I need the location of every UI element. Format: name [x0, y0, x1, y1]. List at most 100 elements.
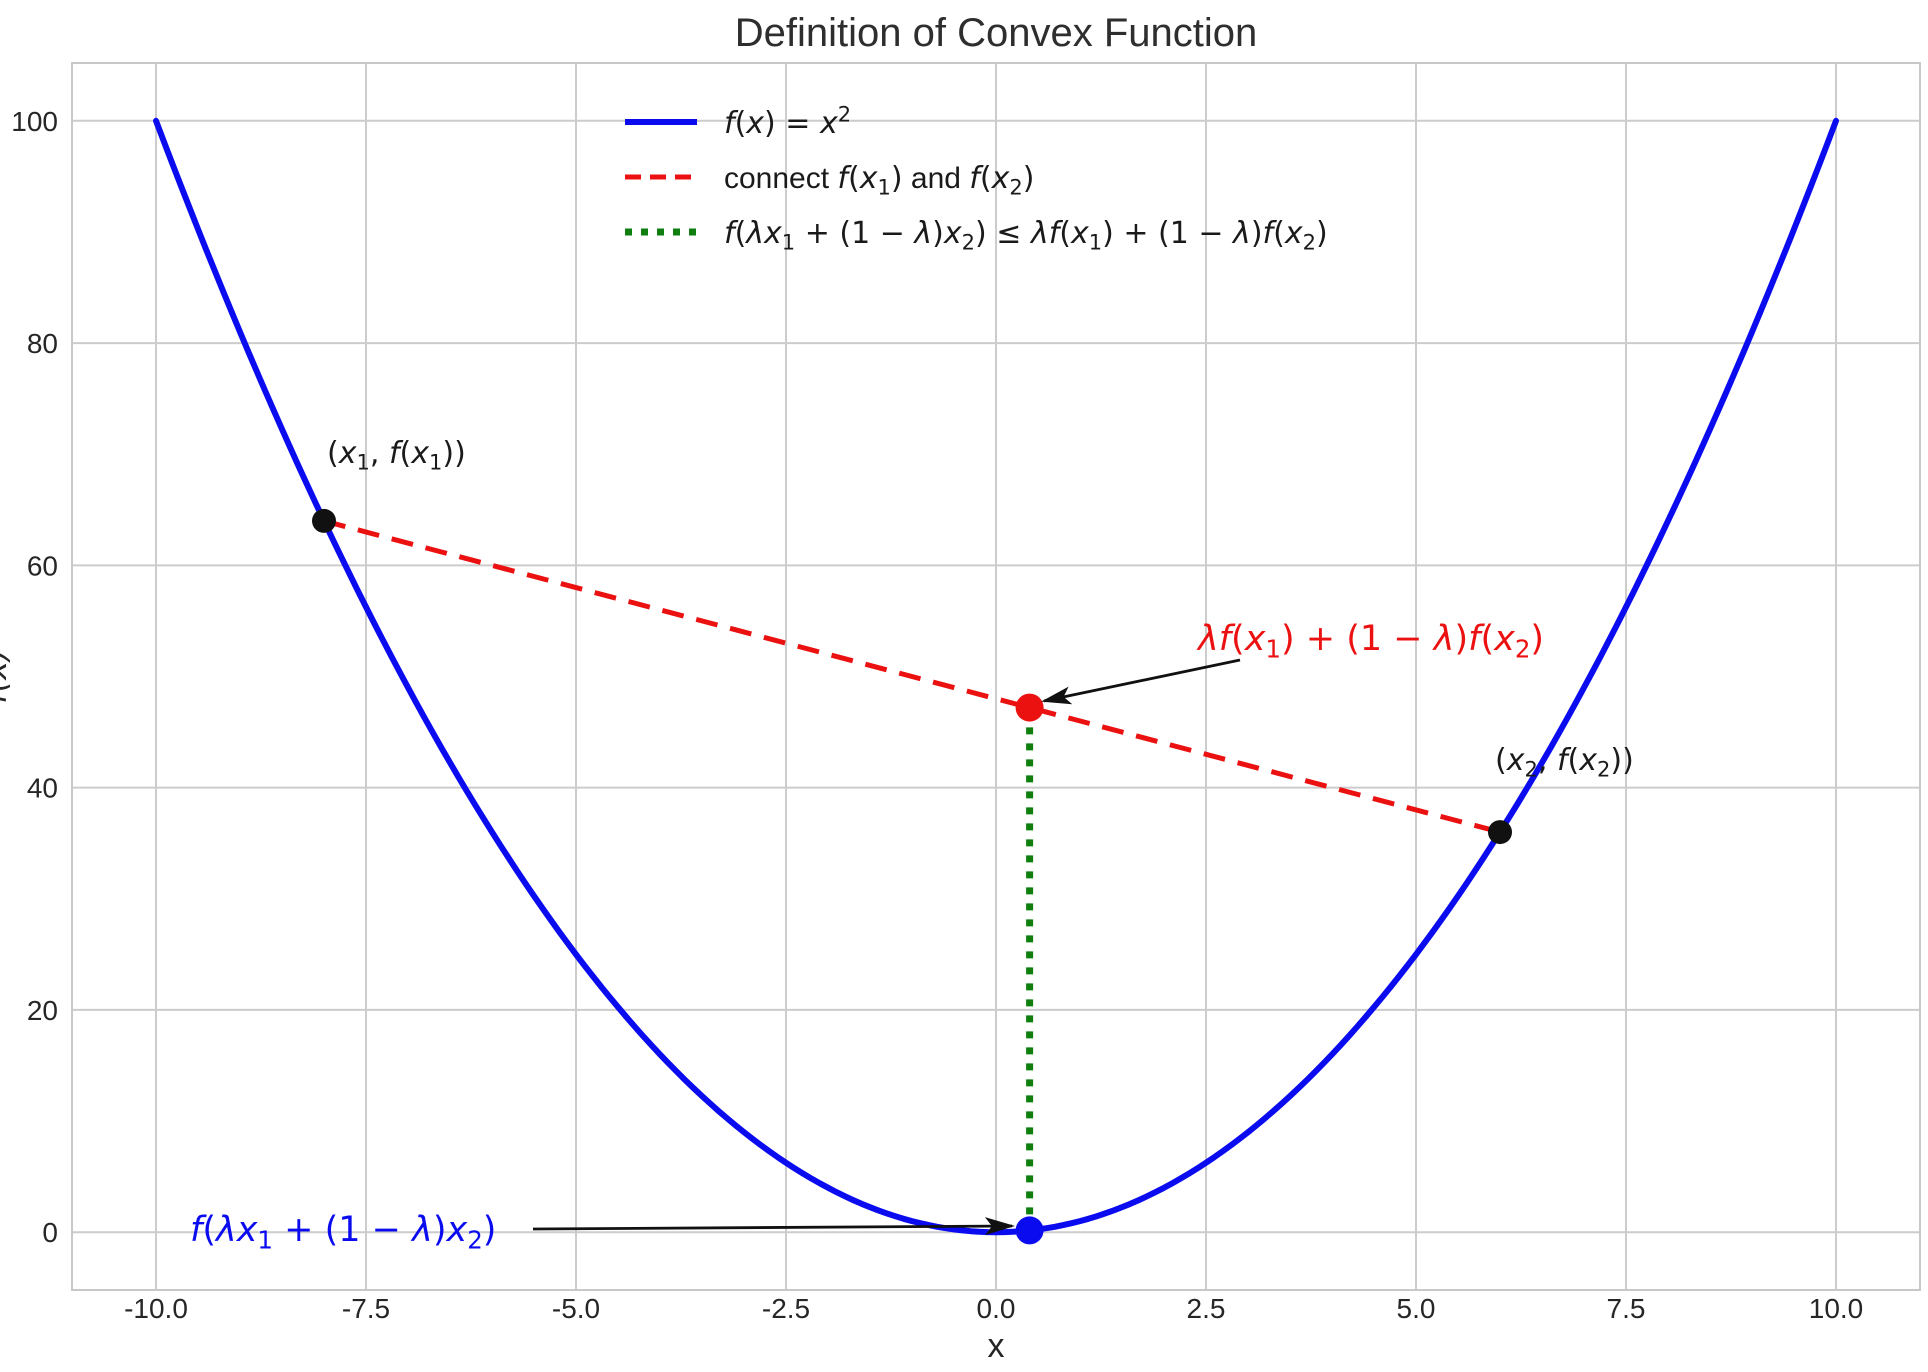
text-run: λ	[912, 216, 932, 251]
text-run: 2	[1009, 176, 1022, 200]
annotation-arrow-label-chord-value	[1041, 658, 1241, 705]
y-tick-label: 80	[27, 328, 58, 359]
annotation-label-x2: (x2, f(x2))	[1495, 743, 1634, 782]
legend-label-parabola: f(x) = x2	[724, 103, 851, 141]
y-tick-label: 100	[11, 106, 58, 137]
grid-layer: -10.0 -7.5 -5.0 -2.5 0.0 2.5 5.0 7.5 10.0 0 20 40 60…	[11, 62, 1921, 1324]
text-run: λ	[410, 1210, 433, 1250]
text-run: λ	[1231, 216, 1251, 251]
text-run: 2	[1524, 758, 1537, 782]
text-run: ,	[370, 436, 389, 471]
text-run: (	[848, 161, 860, 196]
text-run: (	[327, 436, 339, 471]
annotation-label-chord-value: λf(x1) + (1 − λ)f(x2)	[1196, 619, 1544, 664]
text-run: (	[1273, 216, 1285, 251]
x-tick-label: 2.5	[1187, 1293, 1226, 1324]
text-run: ,	[1538, 743, 1557, 778]
text-run: 1	[1265, 635, 1281, 664]
y-tick-label: 20	[27, 995, 58, 1026]
x-tick-label: -2.5	[762, 1293, 810, 1324]
x-tick-label: -5.0	[552, 1293, 600, 1324]
text-run: )	[1316, 216, 1328, 251]
text-run: ) + (1 −	[1281, 619, 1434, 659]
text-run: x	[1244, 619, 1266, 659]
text-run: x	[745, 106, 764, 141]
y-tick-label: 60	[27, 550, 58, 581]
annotation-label-x1: (x1, f(x1))	[327, 436, 466, 475]
x-tick-label: 0.0	[977, 1293, 1016, 1324]
x-tick-label: -7.5	[342, 1293, 390, 1324]
text-run: (	[1495, 743, 1507, 778]
marker-point-x2	[1488, 820, 1512, 845]
text-run: )	[1251, 216, 1263, 251]
text-run: and	[903, 162, 970, 195]
text-run: 1	[1089, 231, 1102, 255]
text-run: x	[1070, 216, 1089, 251]
text-run: 1	[429, 451, 442, 475]
annotation-label-function-value: f(λx1 + (1 − λ)x2)	[190, 1210, 496, 1255]
text-run: 2	[1597, 758, 1610, 782]
legend-label-chord: connect f(x1) and f(x2)	[724, 161, 1034, 200]
text-run: x	[1493, 619, 1515, 659]
text-run: connect	[724, 162, 837, 195]
text-run: (	[400, 436, 412, 471]
y-axis-label: f(x)	[0, 648, 14, 703]
x-tick-label: 7.5	[1607, 1293, 1646, 1324]
text-run: x	[859, 161, 878, 196]
text-run: )	[433, 1210, 447, 1250]
text-run: ) + (1 −	[1102, 216, 1233, 251]
text-run: 1	[257, 1226, 273, 1255]
marker-point-x1	[312, 508, 336, 533]
text-run: (	[980, 161, 992, 196]
annotation-arrow-label-function-value	[532, 1217, 1015, 1236]
text-run: 2	[962, 231, 975, 255]
text-run: 2	[1515, 635, 1531, 664]
text-run: 1	[356, 451, 369, 475]
annotations-layer: (x1, f(x1)) (x2, f(x2)) λf(x1) + (1 − λ)f(…	[190, 436, 1634, 1255]
text-run: x	[338, 436, 357, 471]
text-run: λ	[1432, 619, 1455, 659]
text-run: (	[1568, 743, 1580, 778]
text-run: λf	[1029, 216, 1064, 251]
text-run: ))	[442, 436, 465, 471]
text-run: λf	[1196, 619, 1236, 659]
marker-point-curve-mix	[1015, 1216, 1044, 1245]
y-axis-label-group: f(x)	[0, 648, 14, 703]
text-run: )	[1023, 161, 1035, 196]
y-tick-label: 40	[27, 773, 58, 804]
text-run: 2	[838, 103, 851, 127]
series-chord	[323, 518, 1501, 835]
x-axis-label: x	[988, 1327, 1005, 1365]
text-run: + (1 −	[273, 1210, 412, 1250]
x-tick-label: 5.0	[1397, 1293, 1436, 1324]
text-run: x	[410, 436, 429, 471]
text-run: (	[202, 1210, 216, 1250]
text-run: ) ≤	[975, 216, 1031, 251]
text-run: )	[483, 1210, 497, 1250]
text-run: (	[1059, 216, 1071, 251]
text-run: x	[1506, 743, 1525, 778]
text-run: 2	[467, 1226, 483, 1255]
text-run: 1	[877, 176, 890, 200]
points-layer	[312, 508, 1512, 1245]
text-run: (	[1231, 619, 1245, 659]
plot-border	[71, 62, 1921, 1291]
text-run: 1	[782, 231, 795, 255]
chart-title: Definition of Convex Function	[735, 11, 1258, 55]
text-run: ))	[1610, 743, 1633, 778]
text-run: (	[1480, 619, 1494, 659]
text-run: x	[819, 106, 838, 141]
text-run: )	[891, 161, 903, 196]
text-run: ) =	[764, 106, 820, 141]
text-run: x	[445, 1210, 467, 1250]
text-run: λx	[744, 216, 782, 251]
y-tick-label: 0	[42, 1217, 58, 1248]
x-tick-label: 10.0	[1809, 1293, 1864, 1324]
text-run: )	[1530, 619, 1544, 659]
text-run: (	[735, 216, 747, 251]
marker-point-chord-mix	[1015, 693, 1044, 722]
text-run: x	[943, 216, 962, 251]
